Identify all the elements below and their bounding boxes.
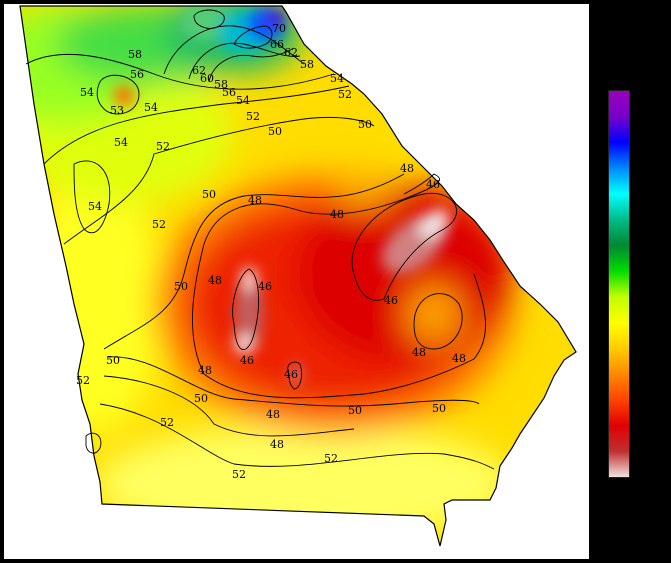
contour-label: 46 — [384, 294, 398, 307]
contour-label: 54 — [80, 86, 94, 99]
contour-label: 52 — [152, 218, 166, 231]
colorbar — [608, 90, 630, 478]
contour-label: 58 — [128, 48, 142, 61]
contour-label: 48 — [412, 346, 426, 359]
contour-label: 52 — [338, 88, 352, 101]
contour-label: 52 — [76, 374, 90, 387]
contour-label: 48 — [266, 408, 280, 421]
georgia-contour-map: 70 66 62 58 58 56 54 54 54 54 54 54 52 5… — [19, 5, 577, 547]
contour-label: 52 — [324, 452, 338, 465]
contour-lines — [25, 9, 495, 470]
contour-label: 54 — [88, 200, 102, 213]
contour-label: 46 — [258, 280, 272, 293]
contour-label: 52 — [232, 468, 246, 481]
contour-label: 48 — [452, 352, 466, 365]
contour-label: 70 — [272, 22, 286, 35]
contour-label: 46 — [240, 354, 254, 367]
contour-label: 52 — [246, 110, 260, 123]
contour-label: 50 — [268, 125, 282, 138]
contour-label: 54 — [114, 136, 128, 149]
contour-label: 60 — [200, 72, 214, 85]
contour-label: 48 — [330, 208, 344, 221]
contour-label: 58 — [300, 58, 314, 71]
contour-label: 48 — [198, 364, 212, 377]
contour-label: 48 — [208, 274, 222, 287]
contour-label: 50 — [432, 402, 446, 415]
contour-label: 48 — [400, 162, 414, 175]
state-outline — [19, 5, 577, 547]
contour-label: 62 — [284, 46, 298, 59]
contour-label: 54 — [330, 72, 344, 85]
contour-label: 50 — [106, 354, 120, 367]
contour-label: 58 — [214, 78, 228, 91]
contour-label: 50 — [358, 118, 372, 131]
contour-label: 52 — [160, 416, 174, 429]
contour-label: 50 — [202, 188, 216, 201]
contour-label: 54 — [236, 94, 250, 107]
contour-label: 46 — [284, 368, 298, 381]
contour-label: 50 — [348, 404, 362, 417]
contour-label: 66 — [270, 38, 284, 51]
contour-label: 50 — [194, 392, 208, 405]
contour-label: 53 — [110, 104, 124, 117]
map-panel: 70 66 62 58 58 56 54 54 54 54 54 54 52 5… — [4, 4, 589, 559]
contour-label: 46 — [426, 178, 440, 191]
contour-label: 52 — [156, 140, 170, 153]
contour-label: 54 — [144, 101, 158, 114]
contour-label: 50 — [174, 280, 188, 293]
contour-label: 56 — [222, 86, 236, 99]
contour-label: 62 — [192, 64, 206, 77]
contour-label: 48 — [270, 438, 284, 451]
contour-label-layer: 70 66 62 58 58 56 54 54 54 54 54 54 52 5… — [76, 22, 466, 481]
contour-label: 48 — [248, 194, 262, 207]
contour-label: 56 — [130, 68, 144, 81]
